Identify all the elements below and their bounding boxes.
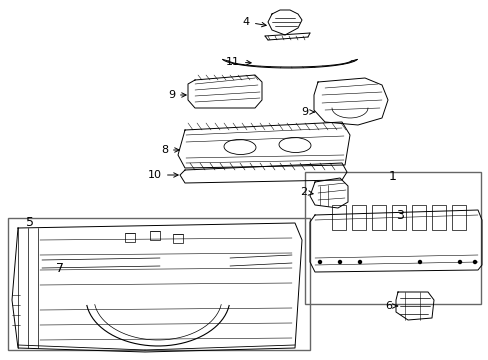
Circle shape (318, 261, 321, 264)
Text: 8: 8 (161, 145, 179, 155)
Bar (371, 205, 385, 230)
Bar (173, 234, 183, 243)
Bar (391, 205, 405, 230)
Bar (451, 205, 465, 230)
Bar (305, 172, 480, 304)
Text: 9: 9 (167, 90, 186, 100)
Circle shape (338, 261, 341, 264)
Circle shape (358, 261, 361, 264)
Bar (431, 205, 445, 230)
Bar (8, 218, 309, 350)
Text: 3: 3 (395, 208, 403, 221)
Text: 6: 6 (384, 301, 397, 311)
Bar (411, 205, 425, 230)
Bar (150, 231, 160, 240)
Text: 2: 2 (299, 187, 312, 197)
Text: 5: 5 (26, 216, 34, 229)
Bar (351, 205, 365, 230)
Bar (331, 205, 346, 230)
Text: 4: 4 (243, 17, 265, 27)
Circle shape (458, 261, 461, 264)
Circle shape (418, 261, 421, 264)
Bar (125, 233, 135, 242)
Text: 10: 10 (148, 170, 178, 180)
Text: 7: 7 (56, 261, 64, 275)
Circle shape (472, 261, 475, 264)
Text: 11: 11 (225, 57, 251, 67)
Text: 9: 9 (300, 107, 314, 117)
Text: 1: 1 (388, 170, 396, 183)
